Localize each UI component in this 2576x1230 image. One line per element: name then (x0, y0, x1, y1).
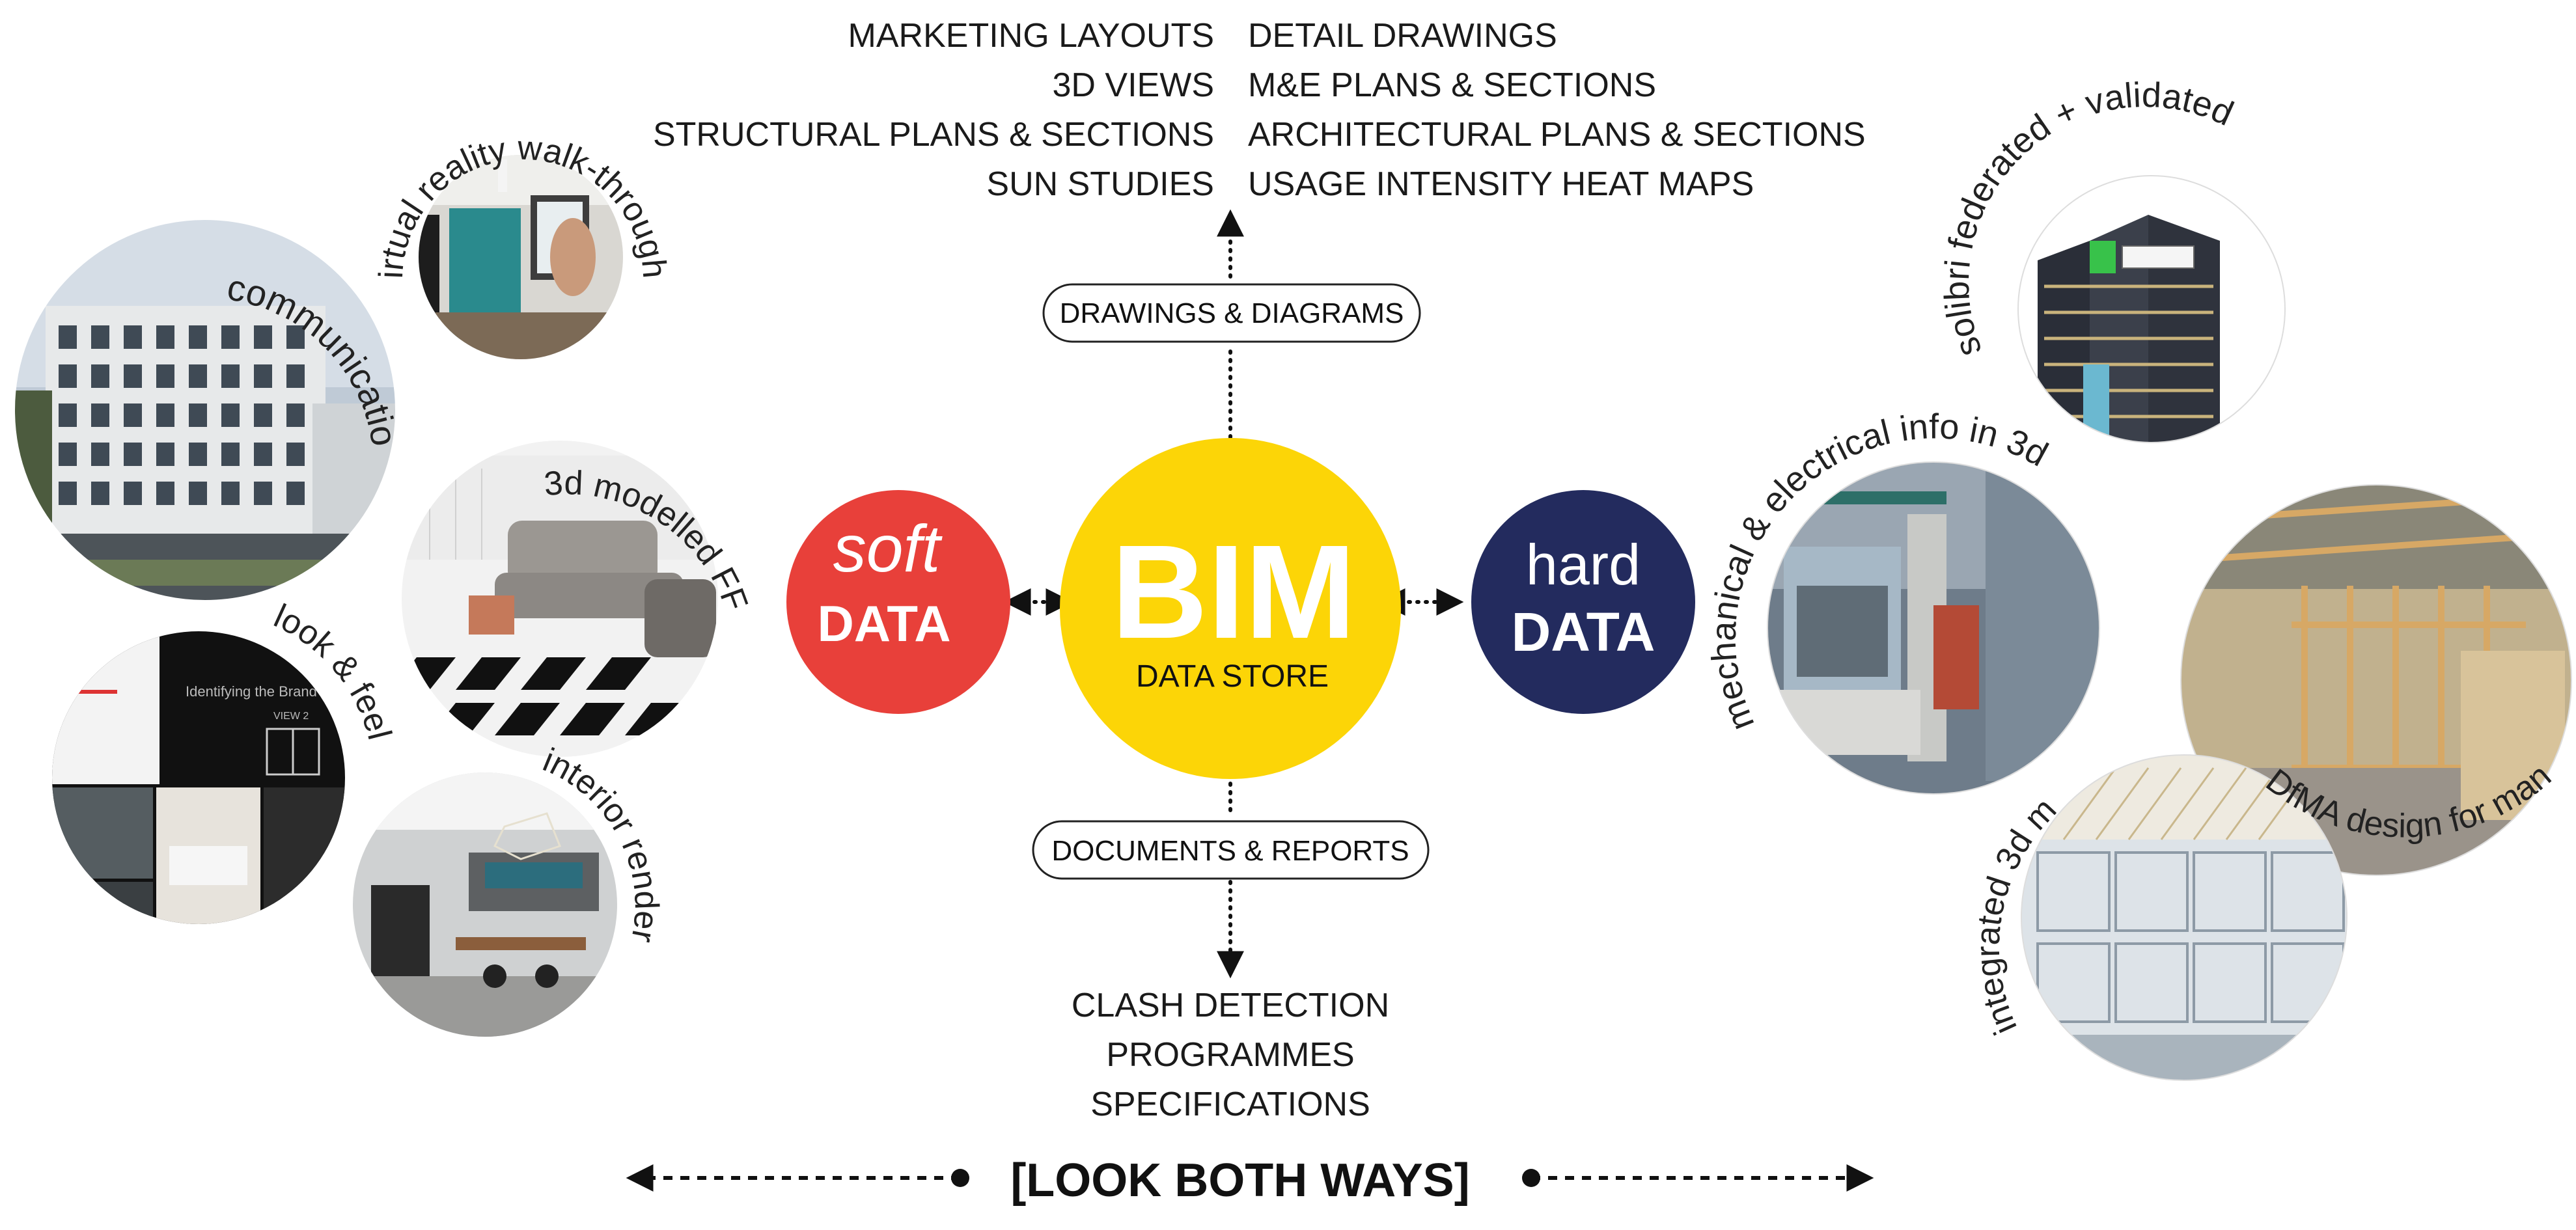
look-view-label: VIEW 2 (273, 711, 309, 722)
bim-title: BIM (1111, 517, 1356, 666)
soft-data-label: DATA (817, 595, 950, 652)
communication-ring (14, 219, 396, 601)
look-and-feel-image: Identifying the Brand VIEW 2 (52, 631, 345, 924)
pill-drawings-diagrams: DRAWINGS & DIAGRAMS (1042, 283, 1421, 343)
top-outputs: MARKETING LAYOUTS 3D VIEWS STRUCTURAL PL… (653, 17, 1866, 203)
output-detail-drawings: DETAIL DRAWINGS (1248, 17, 1557, 55)
output-specifications: SPECIFICATIONS (1090, 1086, 1370, 1123)
pill-documents-reports: DOCUMENTS & REPORTS (1032, 820, 1430, 880)
integrated-ring (2021, 754, 2347, 1081)
vr-walkthrough-image (419, 155, 623, 359)
bim-circle: BIM DATA STORE (1060, 438, 1401, 779)
output-sun-studies: SUN STUDIES (986, 165, 1214, 203)
pill-drawings-label: DRAWINGS & DIAGRAMS (1060, 297, 1404, 329)
bottom-outputs: CLASH DETECTION PROGRAMMES SPECIFICATION… (1072, 987, 1389, 1123)
pill-documents-label: DOCUMENTS & REPORTS (1051, 835, 1409, 867)
output-architectural-plans: ARCHITECTURAL PLANS & SECTIONS (1248, 116, 1866, 154)
dfma-ring (2180, 484, 2572, 876)
footer: [LOOK BOTH WAYS] (626, 1155, 1874, 1207)
output-structural-plans: STRUCTURAL PLANS & SECTIONS (653, 116, 1214, 154)
mep-image (1767, 462, 2099, 794)
output-programmes: PROGRAMMES (1106, 1036, 1354, 1074)
bim-subtitle: DATA STORE (1136, 659, 1329, 694)
output-marketing-layouts: MARKETING LAYOUTS (848, 17, 1214, 55)
footer-dot-right (1522, 1169, 1540, 1187)
interior-renders-image (353, 772, 617, 1037)
hard-label: hard (1526, 532, 1641, 597)
mep-ring (1767, 461, 2100, 795)
hard-data-label: DATA (1512, 601, 1655, 663)
soft-label: soft (833, 512, 943, 586)
communication-renders-image (14, 219, 396, 601)
output-me-plans: M&E PLANS & SECTIONS (1248, 66, 1656, 104)
solibri-image (2018, 176, 2285, 443)
footer-dot-left (951, 1169, 969, 1187)
hard-data-circle: hard DATA (1471, 490, 1695, 714)
soft-data-circle: soft DATA (786, 490, 1010, 714)
solibri-ring (2017, 175, 2286, 443)
look-caption: Identifying the Brand (186, 683, 317, 700)
footer-title: [LOOK BOTH WAYS] (1010, 1155, 1469, 1207)
output-3d-views: 3D VIEWS (1053, 66, 1215, 104)
output-heat-maps: USAGE INTENSITY HEAT MAPS (1248, 165, 1754, 203)
output-clash-detection: CLASH DETECTION (1072, 987, 1389, 1024)
